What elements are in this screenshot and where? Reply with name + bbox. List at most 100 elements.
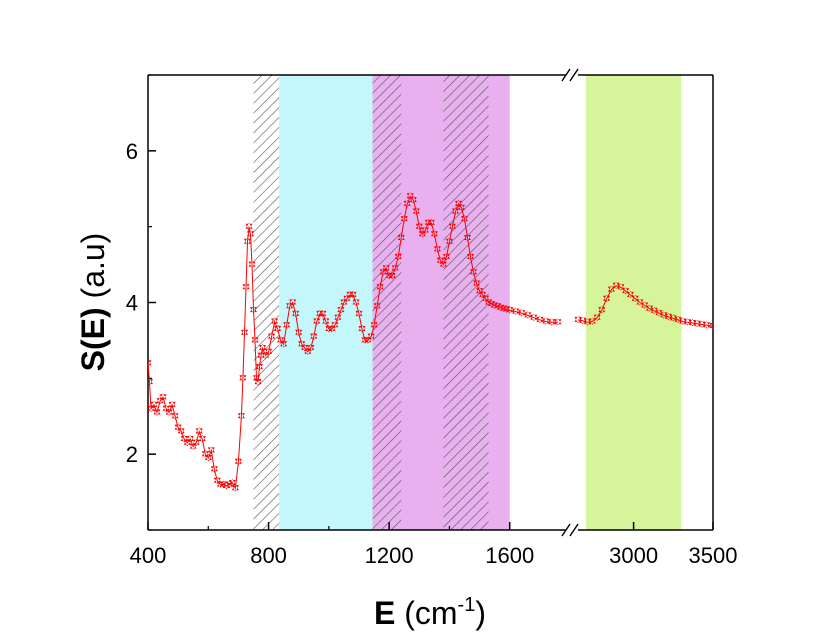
data-point xyxy=(412,207,420,215)
data-point xyxy=(512,307,520,316)
data-point xyxy=(244,237,251,246)
hatched-band-1 xyxy=(253,75,280,530)
data-point xyxy=(256,363,263,371)
data-point xyxy=(349,290,357,299)
data-point xyxy=(259,344,266,352)
data-point xyxy=(391,264,399,272)
x-axis-title-exponent: -1 xyxy=(458,594,476,616)
data-point xyxy=(228,479,236,487)
axis-break-top xyxy=(561,68,579,82)
data-point xyxy=(709,322,713,330)
data-point xyxy=(612,281,620,290)
data-point xyxy=(394,253,402,261)
data-point xyxy=(253,374,260,382)
series-line-left xyxy=(148,195,558,490)
data-point xyxy=(660,311,668,319)
data-point xyxy=(337,306,345,314)
highlight-bands xyxy=(253,75,682,530)
data-point xyxy=(433,245,441,253)
data-point xyxy=(171,412,179,420)
y-axis-title-unit: (a.u) xyxy=(75,233,111,308)
data-point xyxy=(242,283,250,291)
data-point xyxy=(650,306,658,315)
data-point xyxy=(239,374,247,382)
data-point xyxy=(603,294,611,303)
data-point xyxy=(464,234,471,242)
x-tick-label: 3000 xyxy=(609,543,658,568)
data-point xyxy=(554,318,562,326)
x-axis-title: E (cm-1) xyxy=(374,594,486,631)
data-point xyxy=(222,482,230,490)
data-point xyxy=(376,283,384,291)
data-point xyxy=(458,203,465,212)
data-point xyxy=(289,298,297,306)
data-point xyxy=(241,328,248,337)
x-tick-label: 1600 xyxy=(485,543,534,568)
data-point xyxy=(186,435,194,443)
data-point xyxy=(470,268,477,276)
data-point xyxy=(198,435,206,443)
data-point xyxy=(641,301,649,309)
data-series xyxy=(148,192,713,492)
data-point xyxy=(448,222,456,231)
data-point xyxy=(231,484,239,492)
data-point xyxy=(442,253,450,261)
data-point xyxy=(530,313,538,322)
y-axis-title-symbol: S(E) xyxy=(75,307,111,371)
data-point xyxy=(636,298,644,306)
data-point xyxy=(488,300,496,308)
x-axis-title-close: ) xyxy=(475,595,486,631)
data-point xyxy=(461,215,468,223)
data-point xyxy=(584,318,591,326)
data-point xyxy=(251,336,259,344)
data-point xyxy=(452,207,459,215)
data-point xyxy=(397,234,405,242)
data-point xyxy=(367,332,375,341)
data-point xyxy=(593,313,601,322)
data-point xyxy=(313,317,321,325)
data-point xyxy=(295,328,303,337)
data-point xyxy=(248,260,256,269)
data-point xyxy=(373,302,381,310)
x-tick-label: 800 xyxy=(250,543,287,568)
data-point xyxy=(245,222,253,231)
data-point xyxy=(485,298,493,306)
data-point xyxy=(250,306,257,314)
data-point xyxy=(646,304,653,313)
x-tick-label: 400 xyxy=(130,543,167,568)
data-point xyxy=(195,427,203,435)
x-axis-title-symbol: E xyxy=(374,595,395,631)
green-band xyxy=(585,75,682,530)
data-point xyxy=(467,253,474,261)
data-point xyxy=(283,321,291,329)
data-point xyxy=(225,480,233,488)
data-point xyxy=(352,298,360,306)
data-point xyxy=(268,332,276,341)
axis-break-bottom xyxy=(561,523,579,537)
data-point xyxy=(355,309,363,318)
data-point xyxy=(307,344,315,352)
data-point xyxy=(271,317,279,325)
data-point xyxy=(388,272,396,280)
data-point xyxy=(524,311,532,319)
data-point xyxy=(430,230,438,238)
data-point xyxy=(506,306,514,314)
data-point xyxy=(165,408,173,416)
data-point xyxy=(292,309,300,318)
hatched-band-3 xyxy=(443,75,489,530)
data-point xyxy=(319,309,327,318)
x-tick-label: 3500 xyxy=(689,543,738,568)
data-point xyxy=(219,480,227,488)
data-point xyxy=(150,400,158,409)
data-point xyxy=(421,226,429,234)
data-point xyxy=(403,199,411,208)
ticks: 2 4 6 400 800 1200 1600 3000 3500 xyxy=(126,74,738,568)
y-axis-title: S(E) (a.u) xyxy=(75,233,111,372)
data-point xyxy=(669,314,677,322)
data-point xyxy=(280,340,288,348)
data-point xyxy=(655,309,663,317)
data-point xyxy=(536,315,544,324)
y-tick-label: 6 xyxy=(126,139,138,164)
data-point xyxy=(210,465,218,473)
hatched-band-2 xyxy=(372,75,402,530)
